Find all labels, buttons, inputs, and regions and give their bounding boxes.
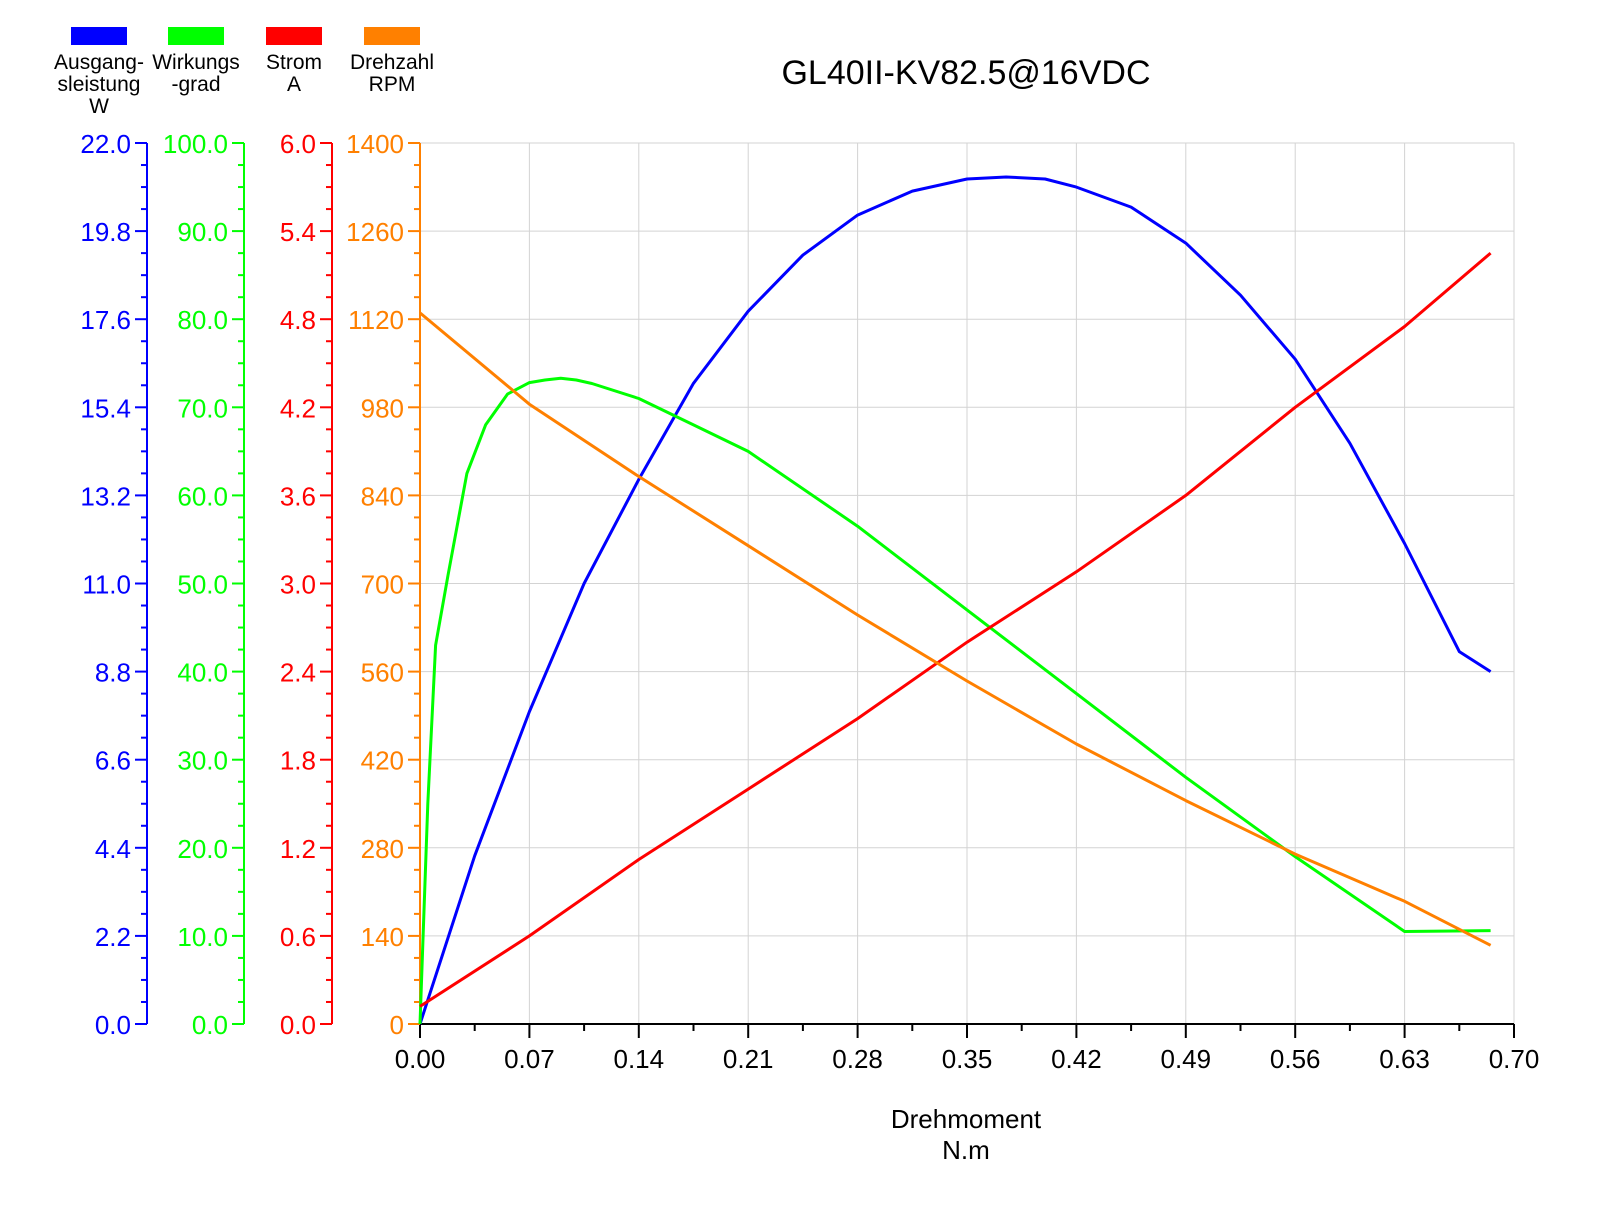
efficiency-axis-tick-label: 10.0 bbox=[177, 922, 228, 952]
power-axis: 0.0 2.2 4.4 6.6 8.8 11.0 13.2 15.4 17.6 19.8 22.0 bbox=[80, 129, 148, 1040]
x-axis-tick-label: 0.63 bbox=[1379, 1044, 1430, 1074]
power-axis-tick-label: 8.8 bbox=[95, 658, 131, 688]
legend bbox=[71, 27, 420, 45]
power-axis-tick-label: 4.4 bbox=[95, 834, 131, 864]
current-axis-tick-label: 3.0 bbox=[280, 570, 316, 600]
power-axis-tick-label: 11.0 bbox=[82, 570, 131, 600]
x-axis-title: Drehmoment N.m bbox=[891, 1104, 1042, 1165]
speed-axis-tick-label: 140 bbox=[361, 922, 404, 952]
power-axis-tick-label: 19.8 bbox=[80, 217, 131, 247]
x-axis-tick-label: 0.49 bbox=[1160, 1044, 1211, 1074]
power-axis-tick-label: 0.0 bbox=[95, 1010, 131, 1040]
current-series-line bbox=[419, 251, 1492, 1008]
x-axis-tick-label: 0.28 bbox=[832, 1044, 883, 1074]
efficiency-axis-tick-label: 0.0 bbox=[192, 1010, 228, 1040]
x-axis-tick-label: 0.00 bbox=[395, 1044, 446, 1074]
efficiency-axis-tick-label: 20.0 bbox=[177, 834, 228, 864]
current-axis-tick-label: 0.0 bbox=[280, 1010, 316, 1040]
efficiency-axis-tick-label: 70.0 bbox=[177, 393, 228, 423]
x-axis-tick-label: 0.56 bbox=[1270, 1044, 1321, 1074]
current-axis: 0.0 0.6 1.2 1.8 2.4 3.0 3.6 4.2 4.8 5.4 6.0 bbox=[280, 129, 333, 1040]
current-axis-tick-label: 2.4 bbox=[280, 658, 316, 688]
grid-lines bbox=[420, 142, 1515, 1024]
legend-label-current: Strom A bbox=[265, 51, 322, 96]
current-axis-tick-label: 6.0 bbox=[280, 129, 316, 159]
efficiency-axis-tick-label: 50.0 bbox=[177, 570, 228, 600]
efficiency-axis-tick-label: 100.0 bbox=[163, 129, 228, 159]
x-axis-tick-label: 0.07 bbox=[504, 1044, 555, 1074]
power-axis-tick-label: 2.2 bbox=[95, 922, 131, 952]
speed-axis-tick-label: 420 bbox=[361, 746, 404, 776]
power-axis-tick-label: 6.6 bbox=[95, 746, 131, 776]
speed-axis-tick-label: 980 bbox=[361, 393, 404, 423]
efficiency-axis-tick-label: 30.0 bbox=[177, 746, 228, 776]
speed-axis-tick-label: 0 bbox=[390, 1010, 404, 1040]
speed-axis-tick-label: 1120 bbox=[348, 305, 404, 335]
chart-title: GL40II-KV82.5@16VDC bbox=[781, 54, 1150, 92]
efficiency-axis: 0.0 10.0 20.0 30.0 40.0 50.0 60.0 70.0 80.0 90.0 1… bbox=[163, 129, 245, 1040]
current-axis-tick-label: 0.6 bbox=[280, 922, 316, 952]
current-axis-tick-label: 5.4 bbox=[280, 217, 316, 247]
legend-swatch-power bbox=[71, 27, 127, 45]
series-lines bbox=[418, 175, 1492, 1025]
current-axis-tick-label: 4.8 bbox=[280, 305, 316, 335]
x-axis-label: Drehmoment N.m bbox=[891, 1104, 1042, 1165]
speed-axis: 0 140 280 420 560 700 840 980 1120 1260 1400 bbox=[346, 129, 421, 1040]
x-axis-tick-label: 0.35 bbox=[942, 1044, 993, 1074]
speed-axis-tick-label: 700 bbox=[361, 570, 404, 600]
efficiency-axis-tick-label: 80.0 bbox=[177, 305, 228, 335]
legend-label-speed: Drehzahl RPM bbox=[349, 51, 435, 96]
power-series-line bbox=[418, 175, 1492, 1025]
legend-swatch-speed bbox=[364, 27, 420, 45]
current-axis-tick-label: 3.6 bbox=[280, 481, 316, 511]
x-axis-tick-label: 0.70 bbox=[1489, 1044, 1540, 1074]
efficiency-axis-tick-label: 90.0 bbox=[177, 217, 228, 247]
legend-swatch-current bbox=[266, 27, 322, 45]
efficiency-axis-tick-label: 60.0 bbox=[177, 481, 228, 511]
current-axis-tick-label: 4.2 bbox=[280, 393, 316, 423]
speed-axis-tick-label: 840 bbox=[361, 481, 404, 511]
speed-axis-tick-label: 1400 bbox=[346, 129, 404, 159]
x-axis-tick-label: 0.14 bbox=[613, 1044, 664, 1074]
axes: 0.00 0.07 0.14 0.21 0.28 0.35 0.42 0.49 0.56 0.63… bbox=[80, 129, 1539, 1074]
power-axis-tick-label: 17.6 bbox=[80, 305, 131, 335]
current-axis-tick-label: 1.2 bbox=[280, 834, 316, 864]
speed-series-line bbox=[419, 311, 1492, 947]
speed-axis-tick-label: 1260 bbox=[346, 217, 404, 247]
legend-label-power: Ausgang- sleistung W bbox=[54, 51, 144, 118]
current-axis-tick-label: 1.8 bbox=[280, 746, 316, 776]
efficiency-axis-tick-label: 40.0 bbox=[177, 658, 228, 688]
x-axis-tick-label: 0.21 bbox=[723, 1044, 774, 1074]
speed-axis-tick-label: 560 bbox=[361, 658, 404, 688]
speed-axis-tick-label: 280 bbox=[361, 834, 404, 864]
x-axis-tick-label: 0.42 bbox=[1051, 1044, 1102, 1074]
power-axis-tick-label: 13.2 bbox=[80, 481, 131, 511]
legend-label-efficiency: Wirkungs -grad bbox=[152, 51, 240, 96]
legend-swatch-efficiency bbox=[168, 27, 224, 45]
efficiency-series-line bbox=[418, 376, 1491, 1025]
power-axis-tick-label: 15.4 bbox=[80, 393, 131, 423]
power-axis-tick-label: 22.0 bbox=[80, 129, 131, 159]
